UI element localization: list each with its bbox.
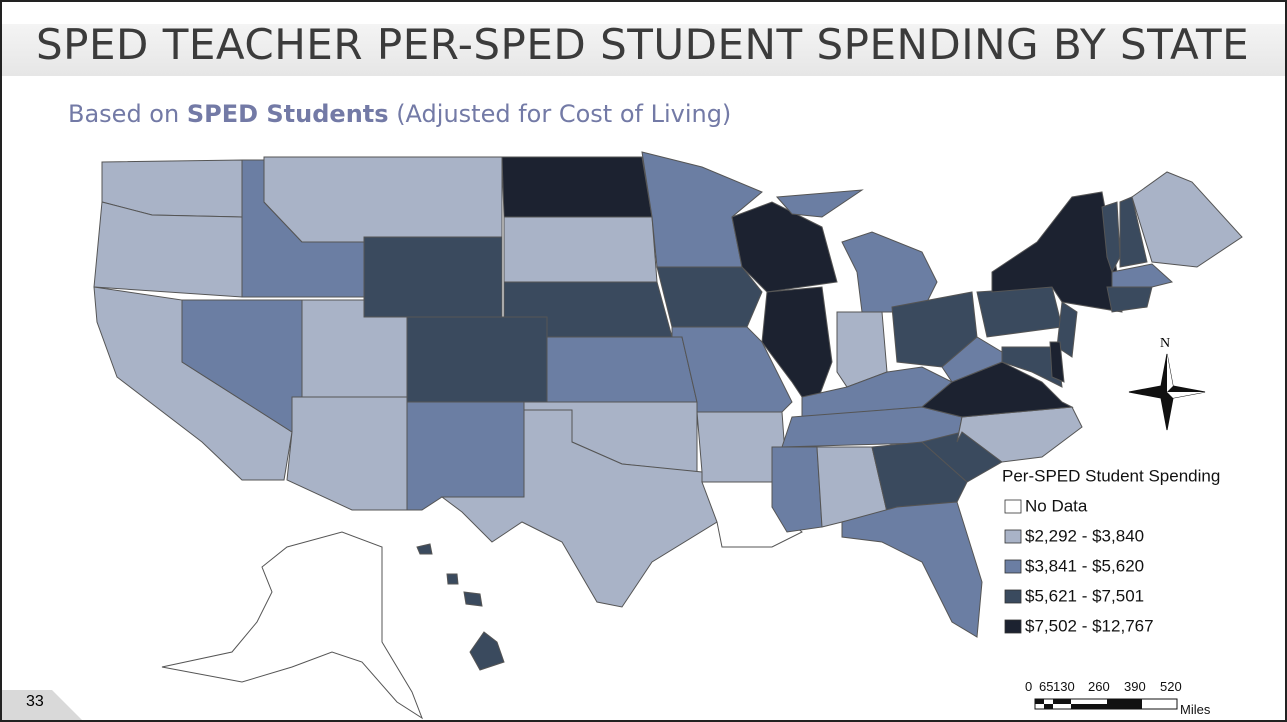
state: [416, 543, 433, 555]
state: [771, 446, 823, 533]
legend-swatch: [1004, 589, 1022, 604]
state: [1131, 171, 1243, 268]
state: [263, 156, 503, 243]
state: [1001, 346, 1063, 388]
legend-label: $5,621 - $7,501: [1025, 586, 1144, 605]
state: [546, 336, 698, 403]
state: [286, 396, 408, 511]
state: [1111, 263, 1174, 288]
scale-unit: Miles: [1180, 702, 1211, 717]
state: [501, 156, 653, 218]
scale-seg: [1053, 699, 1071, 704]
scale-label: 390: [1124, 679, 1146, 694]
state: [775, 189, 864, 218]
state: [440, 409, 718, 608]
state: [503, 216, 658, 283]
page-number: 33: [26, 693, 44, 710]
legend: Per-SPED Student Spending No Data $2,292 -…: [1002, 466, 1220, 635]
scale-label: 260: [1088, 679, 1110, 694]
legend-swatch: [1004, 559, 1022, 574]
state: [406, 316, 548, 403]
subtitle-bold: SPED Students: [186, 100, 389, 128]
title-band: [2, 24, 1285, 76]
state: [1049, 341, 1065, 383]
legend-label: $2,292 - $3,840: [1025, 526, 1144, 545]
state: [463, 591, 483, 607]
states: [93, 151, 1243, 720]
state: [656, 266, 763, 328]
state: [1056, 301, 1078, 358]
compass-star-light: [1167, 354, 1173, 392]
compass-label: N: [1160, 336, 1170, 351]
scale-seg: [1107, 699, 1142, 709]
state: [363, 236, 503, 318]
state: [841, 501, 983, 638]
subtitle: Based on SPED Students (Adjusted for Cos…: [68, 100, 731, 128]
legend-swatch: [1004, 619, 1022, 634]
state: [976, 286, 1063, 338]
state: [93, 201, 243, 298]
state: [841, 231, 938, 313]
subtitle-suffix: (Adjusted for Cost of Living): [396, 100, 732, 128]
legend-label: $7,502 - $12,767: [1025, 616, 1154, 635]
state: [1101, 201, 1121, 274]
state: [406, 401, 525, 511]
state: [731, 201, 838, 293]
compass: N: [1128, 336, 1206, 431]
state: [1106, 286, 1153, 313]
legend-swatch: [1004, 529, 1022, 544]
scale-label: 520: [1160, 679, 1182, 694]
legend-title: Per-SPED Student Spending: [1002, 466, 1220, 485]
page-number-tab: [2, 690, 82, 720]
state: [446, 573, 459, 585]
state: [1119, 196, 1148, 268]
subtitle-prefix: Based on: [68, 100, 180, 128]
scale-label: 130: [1053, 679, 1075, 694]
legend-swatch: [1004, 499, 1022, 514]
scale-seg: [1071, 704, 1107, 709]
state: [161, 531, 424, 720]
state: [671, 326, 793, 413]
state: [469, 631, 505, 671]
compass-star-light: [1167, 392, 1205, 398]
legend-label: No Data: [1025, 496, 1088, 515]
slide-title: SPED TEACHER PER-SPED STUDENT SPENDING B…: [36, 20, 1250, 69]
scale-seg: [1035, 699, 1044, 704]
legend-label: $3,841 - $5,620: [1025, 556, 1144, 575]
scale-label: 65: [1039, 679, 1053, 694]
scale-bar: Miles 0 65 130 260 390 520: [1025, 679, 1211, 717]
scale-label: 0: [1025, 679, 1032, 694]
scale-seg: [1044, 704, 1053, 709]
